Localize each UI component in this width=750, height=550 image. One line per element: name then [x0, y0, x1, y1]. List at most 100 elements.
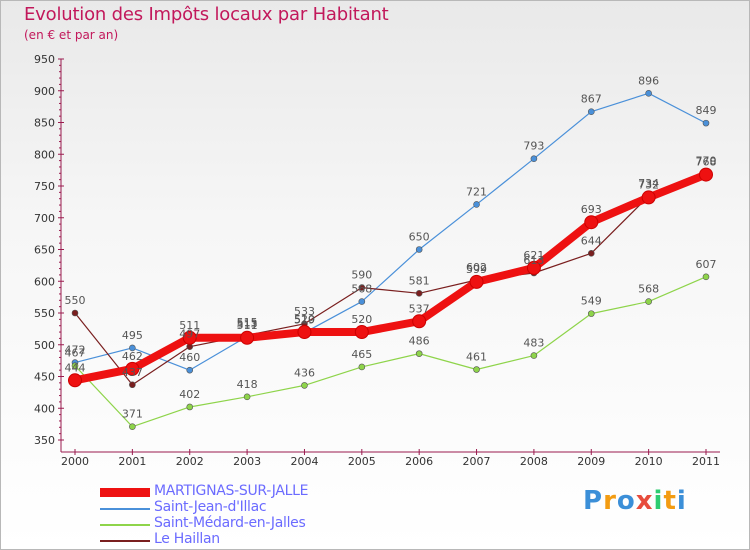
- legend-item-martignas: MARTIGNAS-SUR-JALLE: [100, 483, 360, 500]
- x-tick-label: 2011: [692, 455, 720, 468]
- data-label: 402: [179, 388, 200, 401]
- data-label: 849: [696, 104, 717, 117]
- data-point: [530, 155, 538, 162]
- data-label: 599: [466, 263, 487, 276]
- data-point: [641, 190, 656, 205]
- x-tick-label: 2000: [61, 455, 89, 468]
- data-label: 418: [237, 378, 258, 391]
- x-tick-label: 2004: [290, 455, 318, 468]
- data-label: 693: [581, 203, 602, 216]
- data-point: [358, 363, 366, 371]
- data-label: 867: [581, 93, 602, 106]
- data-point: [182, 330, 197, 345]
- data-label: 515: [237, 316, 258, 329]
- y-tick-label: 900: [34, 85, 55, 98]
- legend-swatch-le-haillan: [100, 540, 150, 542]
- data-point: [587, 250, 595, 257]
- data-label: 550: [65, 294, 86, 307]
- proxiti-logo: Proxiti: [583, 486, 687, 516]
- data-point: [129, 381, 136, 389]
- y-tick-label: 950: [34, 53, 55, 66]
- y-tick-label: 850: [34, 117, 55, 130]
- data-point: [358, 298, 366, 305]
- data-label: 770: [696, 154, 717, 167]
- data-point: [186, 366, 194, 374]
- legend-item-saint-jean: Saint-Jean-d'Illac: [100, 499, 360, 516]
- y-tick-label: 750: [34, 180, 55, 193]
- x-tick-label: 2010: [635, 455, 663, 468]
- data-label: 581: [409, 274, 430, 287]
- data-label: 472: [65, 344, 86, 357]
- data-point: [412, 314, 427, 329]
- data-point: [71, 362, 79, 370]
- data-point: [415, 246, 423, 253]
- y-tick-label: 500: [34, 339, 55, 352]
- logo-letter: t: [663, 486, 677, 516]
- data-label: 511: [237, 319, 258, 332]
- data-point: [699, 167, 713, 182]
- x-tick-label: 2001: [118, 455, 146, 468]
- y-tick-label: 650: [34, 244, 55, 257]
- data-point: [243, 393, 251, 401]
- x-tick-label: 2005: [348, 455, 376, 468]
- series-line: [71, 170, 710, 385]
- data-label: 549: [581, 295, 602, 308]
- data-point: [530, 352, 538, 359]
- data-label: 495: [122, 329, 143, 342]
- data-point: [129, 423, 136, 430]
- data-point: [526, 260, 541, 275]
- data-point: [354, 325, 369, 340]
- data-label: 533: [294, 305, 315, 318]
- series-line: [74, 92, 707, 371]
- data-point: [473, 201, 480, 208]
- data-point: [645, 298, 652, 305]
- data-label: 444: [65, 361, 86, 374]
- data-point: [240, 330, 255, 345]
- data-label: 371: [122, 408, 143, 421]
- legend-label-martignas: MARTIGNAS-SUR-JALLE: [154, 483, 309, 499]
- data-label: 460: [179, 351, 200, 364]
- data-point: [584, 215, 599, 230]
- data-point: [469, 274, 484, 289]
- y-tick-label: 700: [34, 212, 55, 225]
- legend-swatch-saint-jean: [100, 508, 150, 510]
- data-point: [587, 108, 595, 116]
- data-label: 513: [237, 317, 258, 330]
- data-point: [71, 309, 79, 317]
- y-tick-label: 450: [34, 371, 55, 384]
- data-label: 497: [179, 328, 200, 341]
- legend-label-saint-medard: Saint-Médard-en-Jalles: [154, 515, 306, 531]
- data-label: 520: [294, 313, 315, 326]
- legend-item-le-haillan: Le Haillan: [100, 531, 360, 548]
- data-label: 511: [179, 319, 200, 332]
- data-point: [587, 310, 595, 317]
- legend-item-saint-medard: Saint-Médard-en-Jalles: [100, 515, 360, 532]
- data-point: [702, 273, 710, 281]
- x-tick-label: 2006: [405, 455, 433, 468]
- logo-letter: i: [676, 486, 687, 516]
- x-tick-label: 2003: [233, 455, 261, 468]
- data-label: 519: [294, 314, 315, 327]
- y-tick-label: 400: [34, 402, 55, 415]
- data-point: [68, 373, 82, 388]
- data-label: 520: [351, 313, 372, 326]
- data-label: 436: [294, 366, 315, 379]
- legend-swatch-saint-medard: [100, 524, 150, 526]
- legend-swatch-martignas: [100, 488, 150, 497]
- data-label: 650: [409, 231, 430, 244]
- x-tick-label: 2009: [577, 455, 605, 468]
- y-tick-label: 350: [34, 434, 55, 447]
- data-label: 734: [638, 177, 659, 190]
- logo-letter: r: [603, 486, 617, 516]
- chart-title: Evolution des Impôts locaux par Habitant: [24, 4, 389, 25]
- data-label: 465: [351, 348, 372, 361]
- x-tick-label: 2008: [520, 455, 548, 468]
- logo-letter: i: [653, 486, 664, 516]
- data-point: [125, 361, 140, 376]
- data-label: 613: [523, 254, 544, 267]
- data-label: 437: [122, 366, 143, 379]
- data-label: 483: [523, 337, 544, 350]
- legend-label-saint-jean: Saint-Jean-d'Illac: [154, 499, 267, 515]
- data-label: 721: [466, 185, 487, 198]
- data-label: 568: [351, 283, 372, 296]
